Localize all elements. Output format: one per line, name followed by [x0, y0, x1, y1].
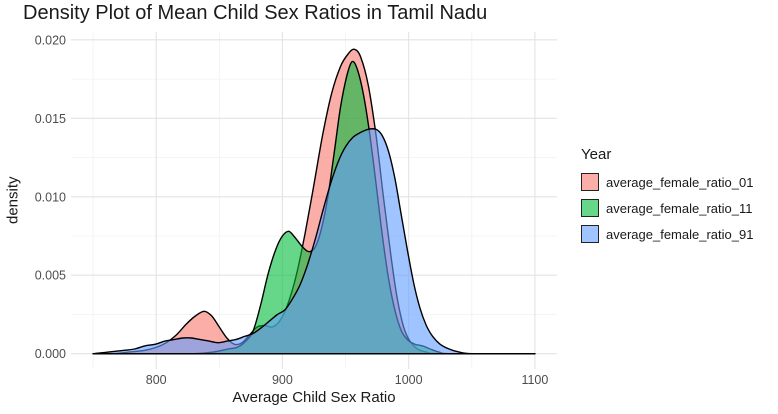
x-tick-label: 1000	[395, 373, 423, 387]
legend-item: average_female_ratio_91	[581, 225, 776, 243]
legend: Year average_female_ratio_01 average_fema…	[581, 146, 776, 251]
x-tick-label: 900	[272, 373, 293, 387]
y-tick-label: 0.000	[35, 347, 66, 361]
legend-entry-label: average_female_ratio_01	[606, 174, 754, 190]
legend-key-swatch	[581, 173, 599, 191]
legend-key-swatch	[581, 225, 599, 243]
legend-item: average_female_ratio_11	[581, 199, 776, 217]
x-tick-label: 800	[146, 373, 167, 387]
y-tick-label: 0.015	[35, 112, 66, 126]
legend-title: Year	[581, 146, 612, 163]
density-area-average_female_ratio_91	[92, 127, 536, 355]
x-axis-title: Average Child Sex Ratio	[232, 389, 396, 406]
legend-item: average_female_ratio_01	[581, 173, 776, 191]
y-axis-title: density	[4, 176, 22, 225]
chart-title: Density Plot of Mean Child Sex Ratios in…	[23, 2, 488, 24]
legend-entry-label: average_female_ratio_91	[606, 226, 754, 242]
legend-entry-label: average_female_ratio_11	[606, 200, 753, 216]
y-tick-label: 0.010	[35, 190, 66, 204]
x-tick-label: 1100	[521, 373, 548, 387]
y-tick-label: 0.005	[35, 269, 66, 283]
y-tick-label: 0.020	[35, 33, 66, 47]
legend-items: average_female_ratio_01 average_female_ra…	[581, 173, 776, 243]
legend-key-swatch	[581, 199, 599, 217]
